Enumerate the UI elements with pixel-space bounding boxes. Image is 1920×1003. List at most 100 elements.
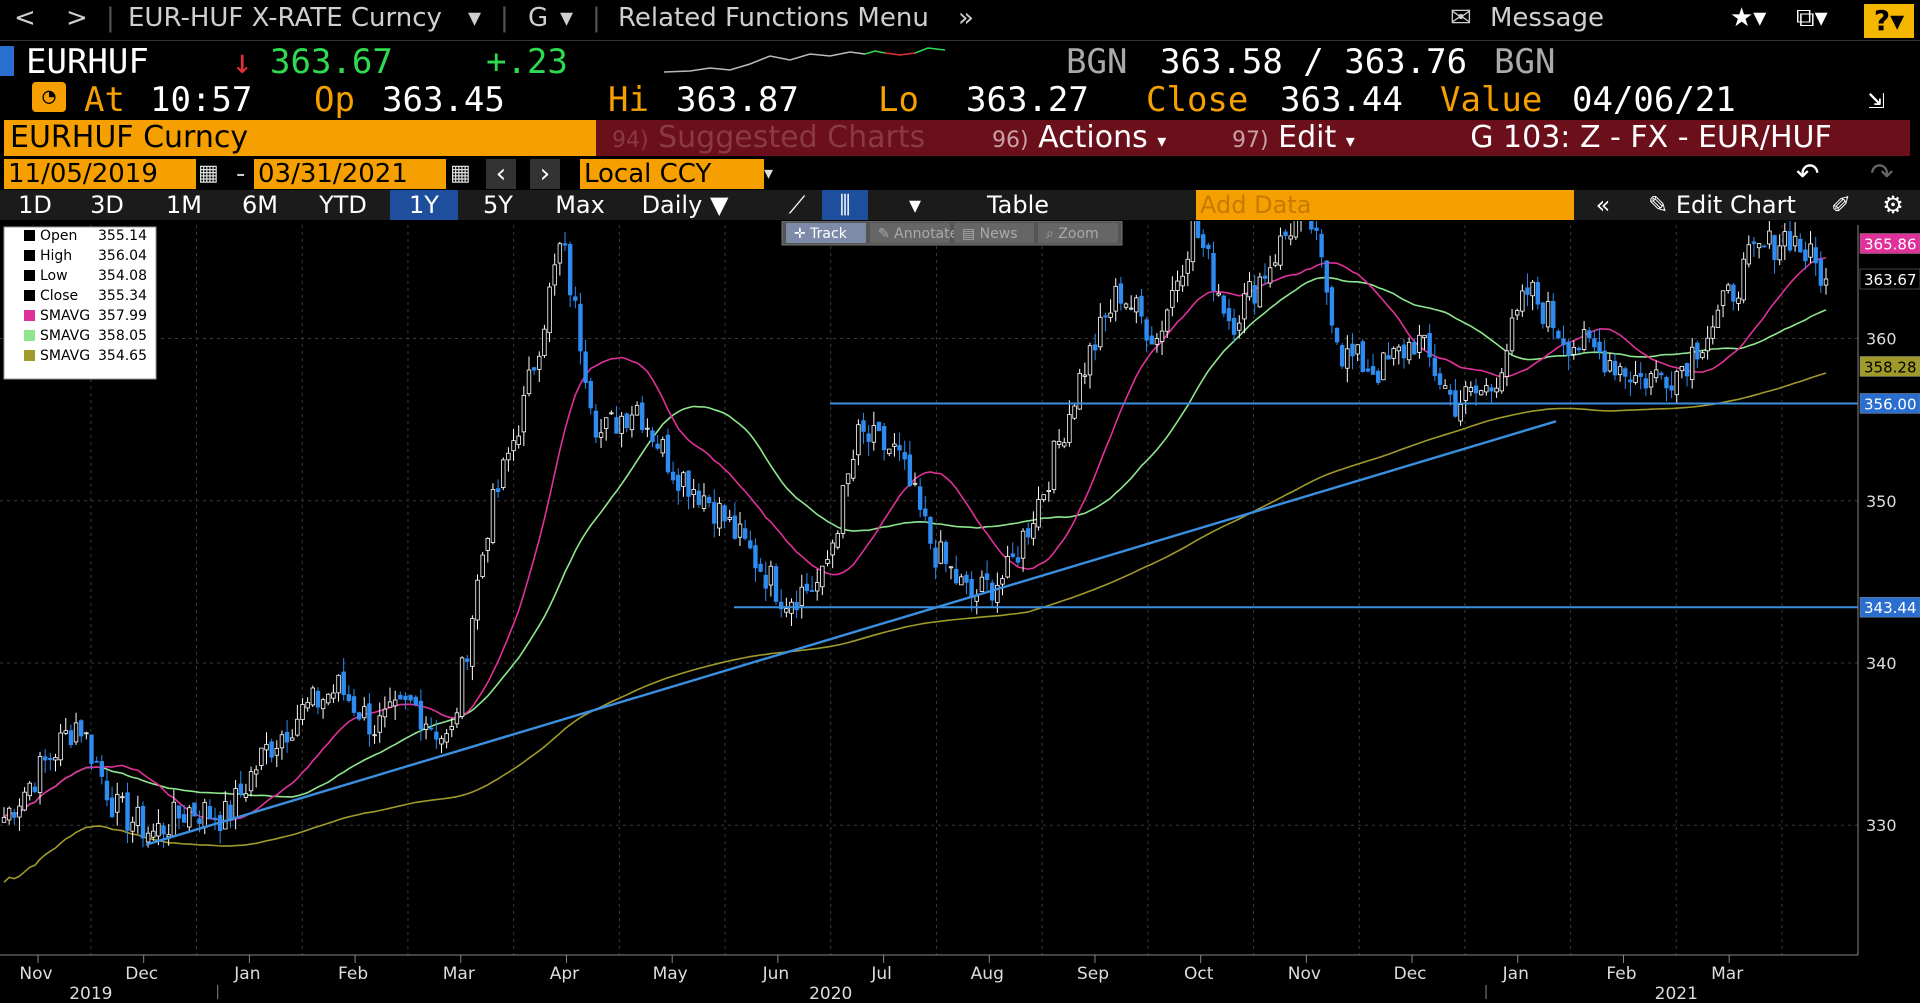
candle-body: [1020, 530, 1026, 559]
x-tick-label: Nov: [1288, 964, 1321, 984]
candle-body: [1077, 372, 1082, 410]
tab-6m[interactable]: 6M: [224, 190, 296, 220]
end-date-input[interactable]: 03/31/2021: [254, 159, 446, 189]
collapse-icon[interactable]: «: [1595, 191, 1611, 219]
tab-1m[interactable]: 1M: [148, 190, 220, 220]
next-period-button[interactable]: ›: [530, 159, 560, 189]
calendar-icon[interactable]: ▦: [450, 161, 471, 186]
candle-body: [897, 445, 902, 451]
candle-body: [248, 771, 254, 792]
candle-body: [382, 708, 388, 718]
currency-select[interactable]: Local CCY: [580, 159, 764, 189]
security-menu[interactable]: EUR-HUF X-RATE Curncy: [128, 3, 442, 33]
down-arrow-icon: ↓: [232, 42, 253, 82]
x-tick-label: Dec: [125, 964, 158, 984]
candlestick-icon[interactable]: ⫼: [822, 190, 868, 220]
price-tag: [1859, 356, 1920, 377]
chevron-down-icon[interactable]: ▾: [560, 3, 574, 33]
candle-body: [398, 694, 403, 700]
trend-line[interactable]: [145, 420, 1557, 846]
candle-body: [1597, 341, 1602, 353]
year-label: 2021: [1655, 984, 1698, 999]
envelope-icon[interactable]: ✉: [1450, 3, 1472, 33]
x-tick-label: Jun: [762, 964, 790, 984]
candle-body: [1684, 362, 1690, 377]
gear-icon[interactable]: ⚙: [1882, 191, 1904, 219]
line-chart-icon[interactable]: ⟋: [774, 190, 820, 220]
suggested-charts-button[interactable]: 94) Suggested Charts: [596, 120, 990, 156]
tab-ytd[interactable]: YTD: [300, 190, 386, 220]
candle-body: [1164, 309, 1170, 332]
legend-swatch: [24, 350, 35, 361]
undo-icon[interactable]: ↶: [1796, 157, 1820, 190]
message-button[interactable]: Message: [1490, 3, 1604, 33]
candle-body: [562, 243, 568, 246]
table-button[interactable]: Table: [986, 191, 1050, 219]
start-date-input[interactable]: 11/05/2019: [4, 159, 196, 189]
candle-body: [521, 394, 527, 433]
candle-body: [1710, 326, 1715, 339]
calendar-icon[interactable]: ▦: [198, 161, 219, 186]
tab-5y[interactable]: 5Y: [462, 190, 534, 220]
zoom-tool-label: ⌕ Zoom: [1046, 226, 1099, 242]
chevron-down-icon[interactable]: ▾: [908, 191, 922, 219]
chart-area[interactable]: Nov Dec Jan Feb Mar Apr May Jun Jul Aug Sep Oct Nov D…: [0, 173, 1920, 1003]
star-icon[interactable]: ★▾: [1730, 3, 1767, 33]
y-tick-label: 360: [1866, 330, 1897, 349]
back-button[interactable]: <: [14, 3, 36, 33]
annotate-tool[interactable]: [870, 223, 950, 243]
candle-body: [1278, 235, 1283, 266]
low-label: Lo: [878, 80, 919, 120]
double-chevron-icon[interactable]: »: [958, 3, 974, 33]
actions-button[interactable]: 96) Actions ▾: [982, 120, 1222, 156]
candle-body: [588, 380, 593, 409]
candle-body: [547, 286, 552, 334]
frequency-select[interactable]: Daily ▼: [626, 190, 744, 220]
x-tick-label: Nov: [19, 964, 52, 984]
news-tool[interactable]: [954, 223, 1034, 243]
chevron-down-icon[interactable]: ▾: [468, 3, 482, 33]
legend-value: 355.34: [98, 288, 147, 304]
export-icon[interactable]: ⇲: [1868, 82, 1885, 115]
function-menu[interactable]: G: [528, 3, 549, 33]
track-tool[interactable]: [786, 223, 866, 243]
candle-body: [202, 802, 207, 828]
candle-body: [1458, 404, 1463, 422]
help-button[interactable]: ?▾: [1864, 4, 1914, 38]
edit-chart-button[interactable]: ✎ Edit Chart: [1648, 191, 1796, 219]
pen-icon[interactable]: ✐: [1830, 191, 1852, 219]
redo-icon[interactable]: ↷: [1870, 157, 1894, 190]
edit-button[interactable]: 97) Edit ▾: [1218, 120, 1400, 156]
candle-body: [1746, 244, 1751, 265]
tab-1d[interactable]: 1D: [4, 190, 66, 220]
zoom-tool[interactable]: [1038, 223, 1118, 243]
add-data-input[interactable]: Add Data: [1196, 190, 1574, 220]
legend-value: 354.08: [98, 268, 147, 284]
window-icon[interactable]: ⧉▾: [1796, 3, 1828, 33]
chart-name[interactable]: G 103: Z - FX - EUR/HUF: [1392, 120, 1910, 156]
ticker: EURHUF: [26, 42, 149, 82]
candle-body: [712, 502, 717, 524]
candle-body: [465, 658, 470, 662]
previous-period-button[interactable]: ‹: [486, 159, 516, 189]
candle-body: [1545, 301, 1551, 328]
candle-body: [506, 452, 511, 461]
tab-3d[interactable]: 3D: [70, 190, 144, 220]
x-tick-label: Jan: [1502, 964, 1529, 984]
price-chart[interactable]: Nov Dec Jan Feb Mar Apr May Jun Jul Aug Sep Oct Nov D…: [0, 173, 1920, 1003]
quote-time: 10:57: [150, 80, 253, 120]
tab-1y[interactable]: 1Y: [390, 190, 458, 220]
forward-button[interactable]: >: [66, 3, 88, 33]
candle-body: [902, 452, 907, 460]
candle-body: [645, 427, 650, 430]
related-functions-menu[interactable]: Related Functions Menu: [618, 3, 929, 33]
legend-swatch: [24, 310, 35, 321]
x-tick-label: Jan: [233, 964, 260, 984]
low-value: 363.27: [966, 80, 1089, 120]
tab-max[interactable]: Max: [538, 190, 622, 220]
candle-body: [578, 303, 583, 352]
candle-body: [1617, 366, 1623, 376]
chevron-down-icon[interactable]: ▾: [764, 163, 774, 184]
candle-body: [526, 369, 532, 395]
gauge-icon[interactable]: ◔: [32, 82, 66, 112]
